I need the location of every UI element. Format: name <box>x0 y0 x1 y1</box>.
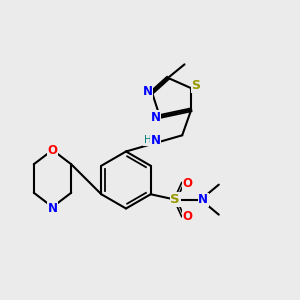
Text: O: O <box>47 143 58 157</box>
Text: S: S <box>191 79 200 92</box>
Text: H: H <box>144 135 152 146</box>
Text: N: N <box>143 85 153 98</box>
Text: N: N <box>151 111 160 124</box>
Text: N: N <box>151 134 160 147</box>
Text: O: O <box>183 177 193 190</box>
Text: S: S <box>170 193 180 206</box>
Text: O: O <box>183 210 193 223</box>
Text: N: N <box>198 193 208 206</box>
Text: N: N <box>47 202 58 215</box>
